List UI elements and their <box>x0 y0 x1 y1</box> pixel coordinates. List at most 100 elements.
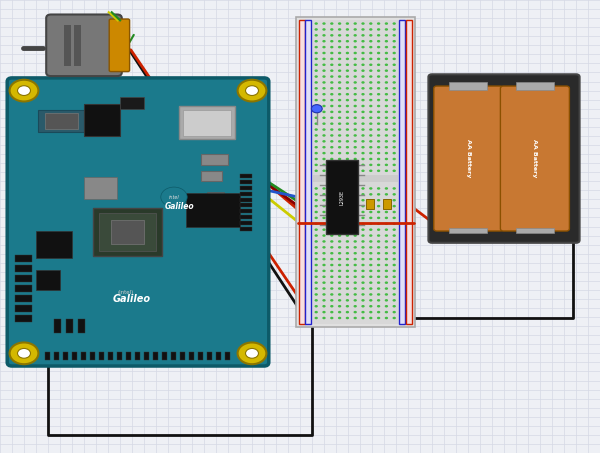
Bar <box>449 228 487 233</box>
Circle shape <box>330 258 334 260</box>
Circle shape <box>322 169 326 172</box>
Circle shape <box>392 193 396 196</box>
Circle shape <box>392 52 396 54</box>
Bar <box>15 315 32 322</box>
Circle shape <box>338 152 341 154</box>
Circle shape <box>346 52 349 54</box>
Circle shape <box>385 140 388 143</box>
Circle shape <box>330 99 334 101</box>
Circle shape <box>330 164 334 166</box>
Circle shape <box>314 75 318 78</box>
Circle shape <box>361 28 365 31</box>
Circle shape <box>322 240 326 243</box>
Circle shape <box>314 275 318 278</box>
Circle shape <box>392 211 396 213</box>
Circle shape <box>314 116 318 119</box>
Circle shape <box>330 105 334 107</box>
Circle shape <box>338 22 341 25</box>
Circle shape <box>322 40 326 43</box>
Circle shape <box>369 193 373 196</box>
Circle shape <box>346 222 349 225</box>
Circle shape <box>346 299 349 302</box>
Circle shape <box>392 46 396 48</box>
Circle shape <box>330 146 334 149</box>
Circle shape <box>330 69 334 72</box>
Circle shape <box>377 211 380 213</box>
FancyBboxPatch shape <box>434 86 503 231</box>
Circle shape <box>322 252 326 255</box>
Circle shape <box>385 240 388 243</box>
Circle shape <box>346 264 349 266</box>
Circle shape <box>322 128 326 131</box>
Circle shape <box>322 158 326 160</box>
Circle shape <box>361 258 365 260</box>
Circle shape <box>311 105 322 113</box>
Circle shape <box>369 69 373 72</box>
Circle shape <box>338 63 341 66</box>
Circle shape <box>385 116 388 119</box>
Circle shape <box>377 217 380 219</box>
Circle shape <box>385 193 388 196</box>
Circle shape <box>377 128 380 131</box>
Circle shape <box>330 264 334 266</box>
Circle shape <box>330 187 334 190</box>
Circle shape <box>361 99 365 101</box>
Circle shape <box>322 317 326 319</box>
Circle shape <box>361 63 365 66</box>
Circle shape <box>385 305 388 308</box>
Circle shape <box>369 158 373 160</box>
Circle shape <box>385 234 388 237</box>
Circle shape <box>338 158 341 160</box>
Circle shape <box>377 287 380 290</box>
Circle shape <box>392 187 396 190</box>
Circle shape <box>361 40 365 43</box>
Bar <box>180 352 185 360</box>
Circle shape <box>353 228 357 231</box>
Circle shape <box>314 205 318 207</box>
Circle shape <box>330 293 334 296</box>
Circle shape <box>346 246 349 249</box>
Circle shape <box>361 264 365 266</box>
Circle shape <box>346 164 349 166</box>
Circle shape <box>346 122 349 125</box>
Circle shape <box>353 169 357 172</box>
Circle shape <box>392 81 396 84</box>
Circle shape <box>377 193 380 196</box>
Circle shape <box>377 69 380 72</box>
Circle shape <box>322 116 326 119</box>
Circle shape <box>377 299 380 302</box>
Circle shape <box>346 134 349 137</box>
Text: AA Battery: AA Battery <box>532 140 538 178</box>
Bar <box>299 20 305 324</box>
Circle shape <box>353 128 357 131</box>
Bar <box>171 352 176 360</box>
Circle shape <box>392 40 396 43</box>
Circle shape <box>385 281 388 284</box>
Circle shape <box>385 99 388 101</box>
Circle shape <box>385 228 388 231</box>
Bar <box>240 203 252 207</box>
Circle shape <box>330 228 334 231</box>
Circle shape <box>346 87 349 90</box>
Circle shape <box>338 299 341 302</box>
Circle shape <box>314 22 318 25</box>
Circle shape <box>377 234 380 237</box>
Bar <box>144 352 149 360</box>
Circle shape <box>322 22 326 25</box>
Bar <box>406 20 412 324</box>
Circle shape <box>346 281 349 284</box>
Circle shape <box>338 193 341 196</box>
Circle shape <box>377 111 380 113</box>
Circle shape <box>392 140 396 143</box>
Circle shape <box>346 34 349 37</box>
Bar <box>15 305 32 312</box>
Circle shape <box>353 146 357 149</box>
Circle shape <box>385 111 388 113</box>
Bar <box>15 275 32 282</box>
Circle shape <box>330 122 334 125</box>
Bar <box>240 221 252 225</box>
Circle shape <box>392 111 396 113</box>
Circle shape <box>369 293 373 296</box>
Bar <box>449 82 487 90</box>
Circle shape <box>369 40 373 43</box>
